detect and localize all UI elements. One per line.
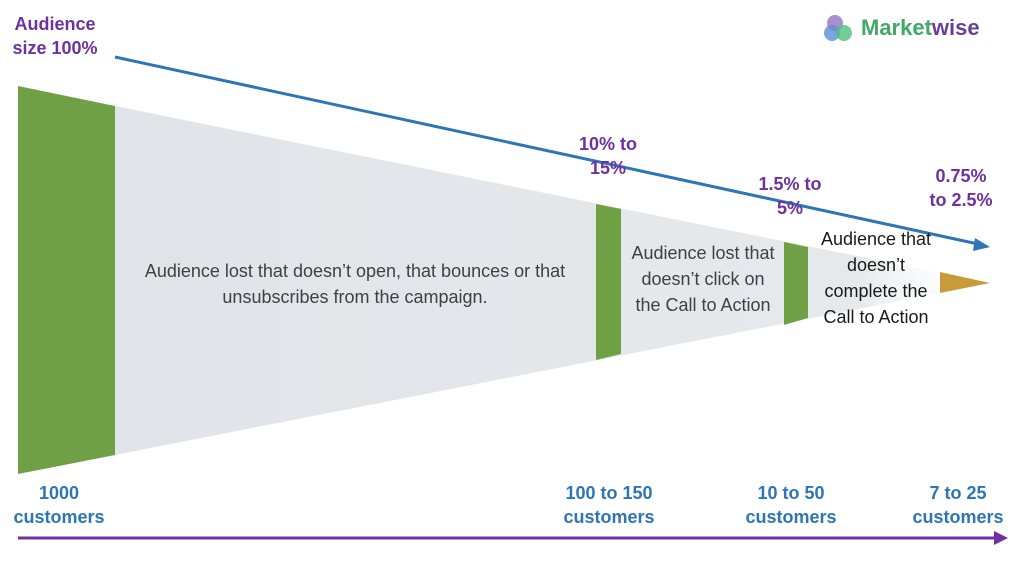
stage3-description: Audience that doesn’t complete the Call …: [820, 229, 932, 327]
stage2-percent-label: 10% to 15%: [578, 134, 638, 178]
bar-stage1: [18, 86, 115, 474]
axis-arrow-head: [994, 531, 1008, 545]
bar-stage3: [784, 242, 808, 325]
stage3-customers-label: 10 to 50 customers: [745, 483, 837, 527]
marketwise-logo: Marketwise: [823, 10, 980, 46]
audience-size-label: Audience size 100%: [12, 14, 98, 58]
stage1-customers-label: 1000 customers: [13, 483, 105, 527]
logo-text: Marketwise: [861, 15, 980, 40]
logo-circles-icon: [824, 15, 852, 41]
trend-arrow-line: [114, 55, 979, 246]
stage1-description: Audience lost that doesn’t open, that bo…: [144, 261, 566, 307]
stage2-description: Audience lost that doesn’t click on the …: [631, 243, 775, 315]
stage2-customers-label: 100 to 150 customers: [563, 483, 655, 527]
stage4-customers-label: 7 to 25 customers: [912, 483, 1004, 527]
bar-stage4-final: [940, 272, 990, 293]
trend-arrow-head: [973, 238, 990, 251]
funnel-body: [115, 106, 990, 455]
bar-stage2: [596, 204, 621, 360]
stage3-percent-label: 1.5% to 5%: [758, 174, 822, 218]
stage4-percent-label: 0.75% to 2.5%: [929, 166, 993, 210]
